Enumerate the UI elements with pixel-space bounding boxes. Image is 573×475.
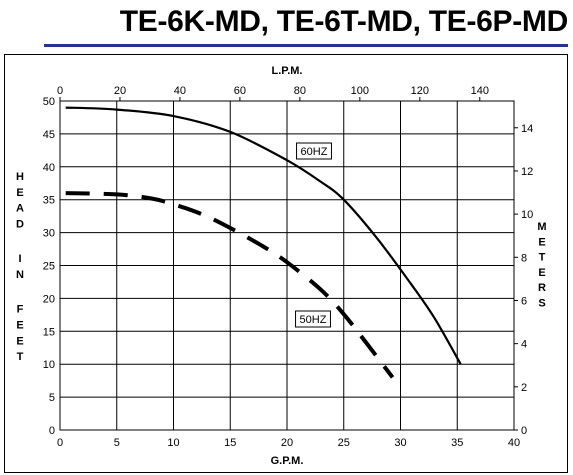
x-tick-label: 20 (281, 437, 293, 449)
chart-frame (4, 54, 568, 473)
y-tick-label: 20 (43, 293, 55, 305)
y-tick-label: 5 (49, 392, 55, 404)
series-group (65, 106, 462, 379)
y2-tick-label: 14 (521, 123, 533, 135)
x2-tick-label: 0 (57, 85, 63, 97)
x-tick-label: 5 (114, 437, 120, 449)
x-tick-label: 10 (167, 437, 179, 449)
grid (59, 100, 515, 431)
y-tick-label: 15 (43, 326, 55, 338)
x-tick-label: 40 (508, 437, 520, 449)
x2-axis-title: L.P.M. (272, 65, 303, 77)
x-tick-label: 25 (338, 437, 350, 449)
x2-tick-label: 140 (471, 85, 489, 97)
series-label-50hz-text: 50HZ (300, 314, 327, 326)
y2-tick-label: 4 (521, 339, 527, 351)
x-axis-title: G.P.M. (271, 455, 304, 467)
y-tick-label: 35 (43, 195, 55, 207)
x2-tick-label: 80 (294, 85, 306, 97)
plot-area (59, 100, 515, 431)
y-tick-label: 50 (43, 96, 55, 108)
series-label-50hz: 50HZ (295, 310, 331, 328)
y2-tick-label: 10 (521, 209, 533, 221)
x2-tick-label: 20 (114, 85, 126, 97)
x2-tick-label: 120 (411, 85, 429, 97)
y2-tick-label: 0 (521, 425, 527, 437)
y-tick-label: 30 (43, 228, 55, 240)
y-tick-label: 10 (43, 359, 55, 371)
x2-tick-label: 100 (351, 85, 369, 97)
x-tick-label: 15 (224, 437, 236, 449)
series-label-60hz: 60HZ (296, 142, 332, 160)
series-label-60hz-text: 60HZ (301, 146, 328, 158)
y2-tick-label: 6 (521, 295, 527, 307)
y-tick-label: 45 (43, 129, 55, 141)
x-tick-label: 0 (57, 437, 63, 449)
chart-title: TE-6K-MD, TE-6T-MD, TE-6P-MD (119, 5, 569, 38)
y2-tick-label: 8 (521, 252, 527, 264)
x-tick-label: 30 (394, 437, 406, 449)
title-underline (44, 44, 568, 47)
y2-tick-label: 12 (521, 166, 533, 178)
y-tick-label: 0 (49, 425, 55, 437)
series-line-60hz (65, 106, 462, 365)
x2-tick-label: 60 (234, 85, 246, 97)
x2-tick-label: 40 (174, 85, 186, 97)
y-tick-label: 40 (43, 162, 55, 174)
y2-tick-label: 2 (521, 382, 527, 394)
x-tick-label: 35 (451, 437, 463, 449)
y-tick-label: 25 (43, 261, 55, 273)
series-line-50hz (65, 191, 395, 379)
